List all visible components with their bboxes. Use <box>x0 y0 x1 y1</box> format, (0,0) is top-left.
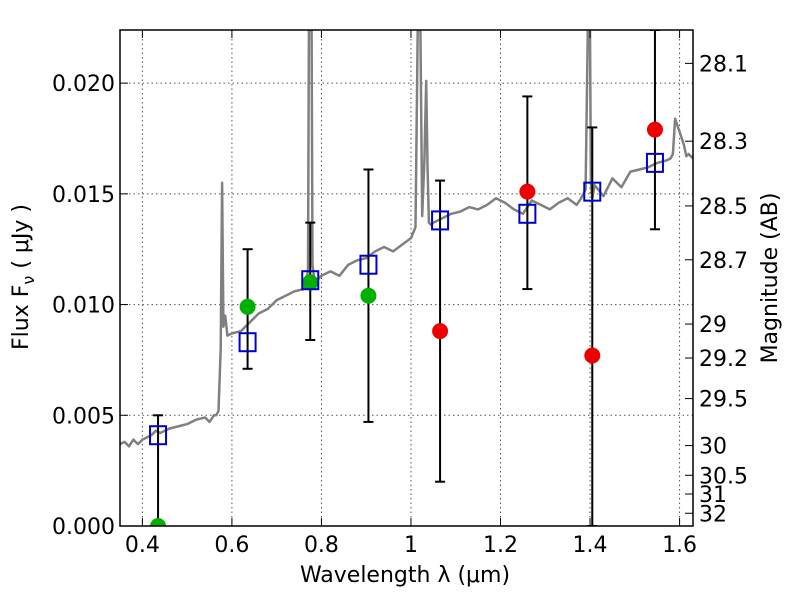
spectrum-series <box>120 30 693 448</box>
green-point <box>302 274 319 291</box>
model-square <box>359 254 378 275</box>
axis-ticks: 0.4 0.6 0.8 1 1.2 1.4 1.6 0.000 0.005 0.010 0.015 0… <box>52 30 748 558</box>
y2-tick-label: 30.5 <box>699 464 748 489</box>
model-square <box>238 332 257 353</box>
y2-tick-label: 28.7 <box>699 249 748 274</box>
y-tick-label: 0.000 <box>52 515 115 540</box>
y-axis-label-unit: ( μJy ) <box>9 204 34 276</box>
y2-axis-label: Magnitude (AB) <box>758 193 783 364</box>
y2-tick-label: 29.5 <box>699 388 748 413</box>
red-point <box>519 183 536 200</box>
photometry-markers <box>149 121 664 526</box>
y-tick-label: 0.010 <box>52 294 115 319</box>
plot-frame <box>119 29 694 527</box>
y-axis-label-main: Flux F <box>9 285 34 350</box>
model-square <box>301 270 320 291</box>
x-tick-label: 0.8 <box>304 533 339 558</box>
model-square <box>431 210 450 231</box>
y-axis-label: Flux Fν ( μJy ) <box>9 204 38 350</box>
green-point <box>239 298 256 315</box>
y2-tick-label: 32 <box>699 502 727 527</box>
y2-tick-label: 28.5 <box>699 195 748 220</box>
error-bars <box>153 30 660 526</box>
x-tick-label: 0.6 <box>214 533 249 558</box>
spectrum-line <box>120 30 693 448</box>
y-tick-label: 0.005 <box>52 404 115 429</box>
model-square <box>518 203 537 224</box>
x-axis-label: Wavelength λ (μm) <box>300 563 510 588</box>
model-square <box>149 425 168 446</box>
model-square <box>583 181 602 202</box>
model-square <box>645 152 664 173</box>
green-point <box>150 518 167 526</box>
red-point <box>432 323 449 340</box>
grid-lines <box>120 30 693 527</box>
y2-tick-label: 30 <box>699 435 727 460</box>
x-tick-label: 1.6 <box>662 533 697 558</box>
y2-tick-label: 28.1 <box>699 52 748 77</box>
red-point <box>646 121 663 138</box>
y2-tick-label: 29 <box>699 313 727 338</box>
x-tick-label: 1.4 <box>573 533 608 558</box>
y-tick-label: 0.020 <box>52 72 115 97</box>
y2-tick-label: 31 <box>699 483 727 508</box>
y2-tick-label: 28.3 <box>699 130 748 155</box>
green-point <box>360 287 377 304</box>
y-tick-label: 0.015 <box>52 183 115 208</box>
x-tick-label: 1 <box>404 533 418 558</box>
red-point <box>584 347 601 364</box>
x-tick-label: 0.4 <box>125 533 160 558</box>
y2-tick-label: 29.2 <box>699 347 748 372</box>
y-axis-label-sub: ν <box>19 276 38 285</box>
x-tick-label: 1.2 <box>483 533 518 558</box>
